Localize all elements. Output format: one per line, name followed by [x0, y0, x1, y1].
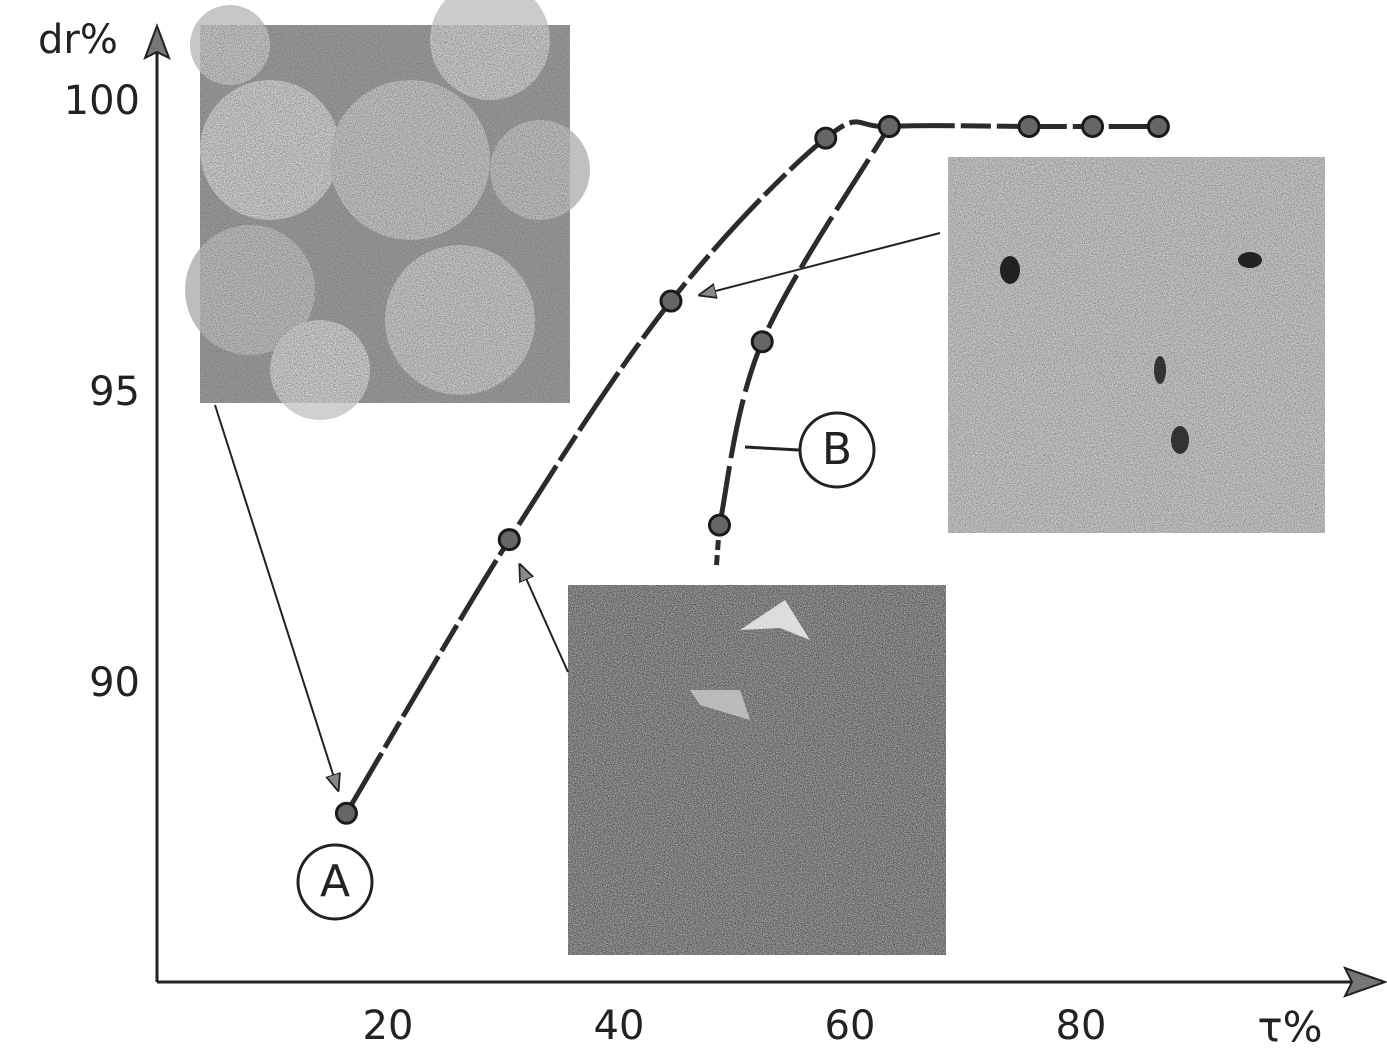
series-label: A [320, 856, 350, 907]
x-tick-label: 40 [594, 1003, 645, 1049]
data-point [814, 126, 838, 150]
micrograph-porous [185, 0, 590, 420]
y-tick-label: 100 [64, 78, 140, 124]
x-axis-label: τ% [1257, 1003, 1322, 1052]
data-point [497, 528, 521, 552]
data-point [750, 330, 774, 354]
data-point [1081, 114, 1105, 138]
y-tick-label: 95 [89, 369, 140, 415]
x-tick-label: 60 [825, 1003, 876, 1049]
axes [155, 40, 1370, 984]
x-tick-label: 80 [1056, 1003, 1107, 1049]
data-point [1146, 114, 1170, 138]
y-axis-arrow [143, 23, 171, 61]
x-axis-arrow [1343, 966, 1387, 998]
x-tick-label: 20 [363, 1003, 414, 1049]
series-label-circle [798, 411, 876, 489]
series-label-circle [296, 843, 374, 921]
data-point [659, 289, 683, 313]
data-point [334, 801, 358, 825]
series-line [344, 119, 1159, 815]
series-label: B [822, 424, 852, 475]
y-axis-label: dr% [38, 17, 118, 63]
data-point [877, 114, 901, 138]
label-leader [744, 445, 800, 452]
data-point [1017, 114, 1041, 138]
micrograph-dense [948, 157, 1325, 533]
micrograph-intermediate [568, 585, 946, 955]
pointer-arrows [214, 232, 941, 790]
y-tick-label: 90 [89, 660, 140, 706]
data-point [707, 513, 731, 537]
